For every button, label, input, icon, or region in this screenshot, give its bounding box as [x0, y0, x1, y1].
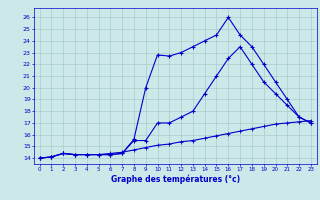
X-axis label: Graphe des températures (°c): Graphe des températures (°c): [111, 175, 240, 184]
